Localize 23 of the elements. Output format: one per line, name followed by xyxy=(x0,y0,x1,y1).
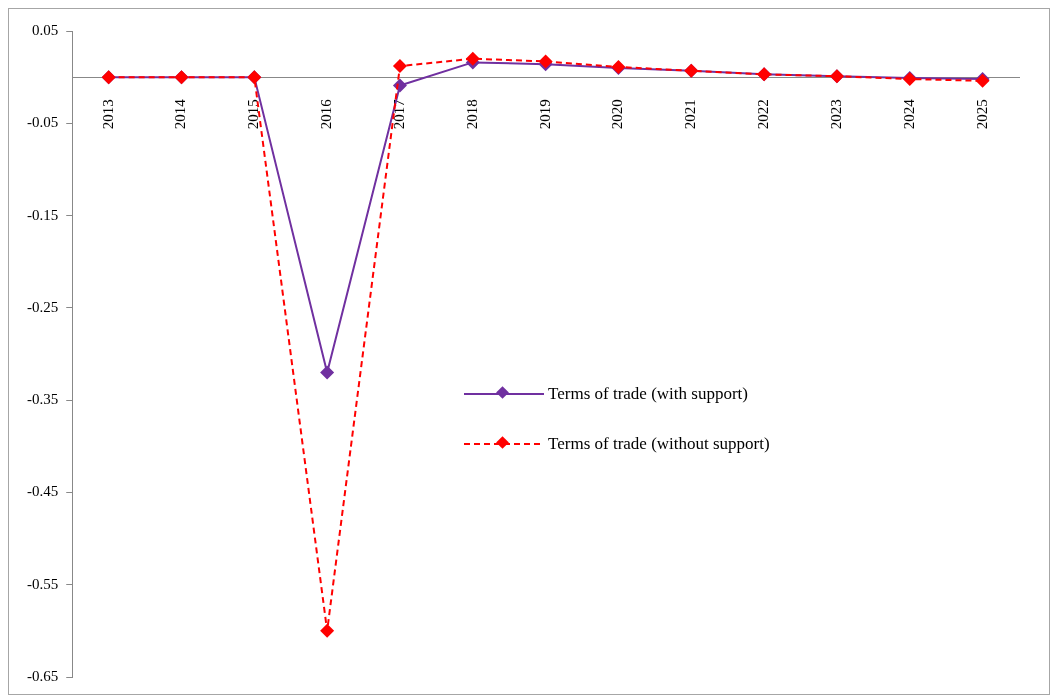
x-tick-label: 2018 xyxy=(463,99,480,130)
x-tick-label: 2021 xyxy=(682,99,699,130)
x-tick-label: 2024 xyxy=(900,98,917,130)
y-tick-label: -0.05 xyxy=(27,114,59,131)
y-tick-label: -0.35 xyxy=(27,391,59,408)
x-tick-label: 2017 xyxy=(390,98,407,130)
legend-label: Terms of trade (with support) xyxy=(548,384,748,404)
x-tick-label: 2016 xyxy=(318,98,335,130)
x-tick-label: 2020 xyxy=(609,99,626,130)
y-tick-label: 0.05 xyxy=(32,21,59,38)
legend-label: Terms of trade (without support) xyxy=(548,434,770,454)
x-tick-label: 2022 xyxy=(755,99,772,130)
y-tick-label: -0.25 xyxy=(27,298,59,315)
x-tick-label: 2023 xyxy=(827,99,844,130)
y-tick-label: -0.45 xyxy=(27,483,59,500)
x-tick-label: 2014 xyxy=(172,98,189,130)
y-tick-label: -0.55 xyxy=(27,575,59,592)
x-tick-label: 2015 xyxy=(245,99,262,130)
y-tick-label: -0.15 xyxy=(27,206,59,223)
x-tick-label: 2025 xyxy=(973,99,990,130)
x-tick-label: 2019 xyxy=(536,99,553,130)
x-tick-label: 2013 xyxy=(99,99,116,130)
y-tick-label: -0.65 xyxy=(27,667,59,684)
